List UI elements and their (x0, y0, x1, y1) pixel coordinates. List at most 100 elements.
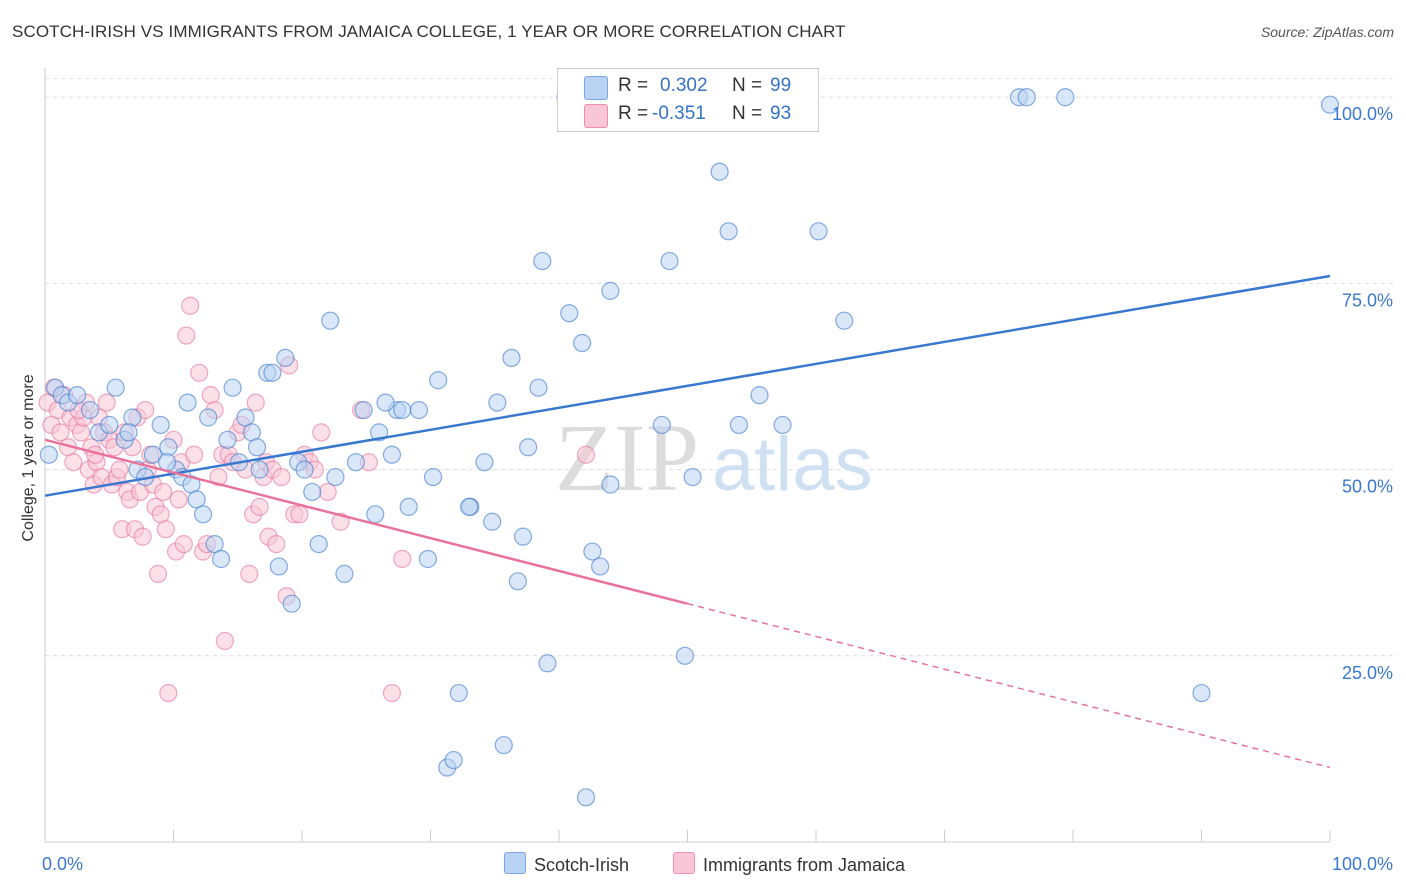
scotch-irish-point (1192, 683, 1211, 703)
scotch-irish-point (444, 750, 463, 770)
jamaica-point (215, 631, 234, 651)
n-value: 93 (770, 103, 792, 124)
stats-row-scotch-irish: R = 0.302 N = 99 (558, 73, 818, 101)
scotch-irish-point (475, 453, 494, 472)
scotch-irish-point (429, 371, 448, 390)
scotch-irish-point (719, 222, 738, 241)
scotch-irish-points (39, 88, 1340, 807)
scotch-irish-point (710, 162, 729, 181)
scotch-irish-point (346, 453, 366, 472)
scotch-irish-point (601, 475, 620, 494)
scotch-irish-point (295, 460, 314, 479)
jamaica-point (312, 423, 331, 442)
jamaica-point (181, 296, 200, 315)
scotch-irish-point (269, 557, 288, 576)
scotch-irish-point (513, 527, 533, 546)
jamaica-point (174, 534, 193, 554)
tick-labels: 25.0% 50.0% 75.0% 100.0% 0.0% 100.0% (42, 104, 1393, 874)
y-tick-label: 25.0% (1342, 663, 1393, 683)
y-tick-label: 50.0% (1342, 477, 1393, 497)
scotch-irish-point (591, 557, 610, 576)
scotch-irish-point (675, 646, 695, 665)
scotch-irish-point (321, 311, 340, 330)
stats-row-jamaica: R = -0.351 N = 93 (558, 101, 818, 129)
jamaica-point (576, 445, 596, 464)
jamaica-point (110, 460, 129, 479)
scotch-irish-point (218, 430, 237, 449)
scotch-irish-point (660, 251, 679, 271)
scotch-irish-point (106, 378, 125, 397)
scotch-irish-point (309, 534, 328, 554)
jamaica-point (201, 386, 220, 405)
x-tick-label: 100.0% (1332, 854, 1393, 874)
jamaica-point (148, 564, 168, 583)
jamaica-point (290, 505, 309, 524)
jamaica-point (246, 393, 265, 412)
scotch-irish-point (123, 408, 142, 427)
trend-line (44, 274, 1331, 497)
scotch-irish-point (560, 304, 579, 323)
jamaica-point (190, 363, 209, 382)
scotch-irish-point (729, 415, 749, 435)
scotch-irish-point (494, 736, 513, 755)
scotch-irish-point (573, 333, 592, 353)
jamaica-point (64, 453, 83, 472)
scotch-irish-point (1320, 95, 1340, 114)
source-label: Source: ZipAtlas.com (1260, 24, 1394, 40)
scotch-irish-point (250, 460, 269, 479)
scotch-irish-point (354, 400, 373, 420)
scotch-irish-point (652, 415, 671, 435)
scotch-irish-point (247, 438, 267, 457)
n-label: N = (732, 103, 763, 124)
scotch-irish-point (576, 788, 596, 807)
legend-swatch-pink (673, 852, 695, 874)
jamaica-point (240, 564, 259, 583)
trend-line-extension (687, 602, 1331, 769)
r-label: R = (618, 103, 649, 124)
scotch-irish-point (223, 378, 242, 397)
scotch-irish-point (773, 415, 792, 435)
jamaica-point (159, 683, 178, 703)
legend-label: Scotch-Irish (534, 855, 630, 875)
n-label: N = (732, 75, 763, 96)
scotch-irish-point (519, 438, 538, 457)
n-value: 99 (770, 75, 792, 96)
scotch-irish-point (157, 453, 177, 472)
scotch-irish-point (809, 222, 828, 241)
jamaica-point (177, 326, 196, 345)
scotch-irish-point (483, 512, 502, 531)
jamaica-point (267, 534, 286, 554)
scotch-irish-point (193, 505, 213, 524)
scotch-irish-point (399, 497, 418, 516)
scotch-irish-point (423, 467, 443, 487)
jamaica-point (156, 520, 175, 539)
scotch-irish-point (459, 497, 479, 516)
r-value: -0.351 (652, 103, 706, 124)
jamaica-point (209, 467, 228, 487)
jamaica-point (169, 490, 188, 509)
jamaica-point (272, 467, 291, 487)
trend-lines (44, 274, 1331, 769)
jamaica-point (97, 393, 116, 412)
r-value: 0.302 (660, 75, 708, 96)
watermark-atlas: atlas (712, 422, 873, 507)
scotch-irish-point (529, 378, 548, 397)
scotch-irish-point (211, 549, 231, 569)
scotch-irish-point (502, 348, 521, 368)
chart-title: SCOTCH-IRISH VS IMMIGRANTS FROM JAMAICA … (12, 22, 846, 41)
jamaica-point (51, 423, 70, 442)
scotch-irish-point (488, 393, 507, 412)
scotch-irish-point (1017, 88, 1036, 107)
y-tick-label: 100.0% (1332, 104, 1393, 124)
scotch-irish-point (1056, 88, 1075, 107)
scotch-irish-point (178, 393, 197, 412)
jamaica-point (133, 527, 152, 546)
jamaica-point (250, 497, 269, 516)
scotch-irish-point (583, 542, 602, 561)
jamaica-point (184, 445, 204, 464)
jamaica-point (382, 683, 402, 703)
stats-box: R = 0.302 N = 99 R = -0.351 N = 93 (557, 68, 819, 132)
x-tick-label: 0.0% (42, 854, 83, 874)
jamaica-point (71, 423, 91, 442)
legend-item-jamaica: Immigrants from Jamaica (673, 852, 905, 876)
